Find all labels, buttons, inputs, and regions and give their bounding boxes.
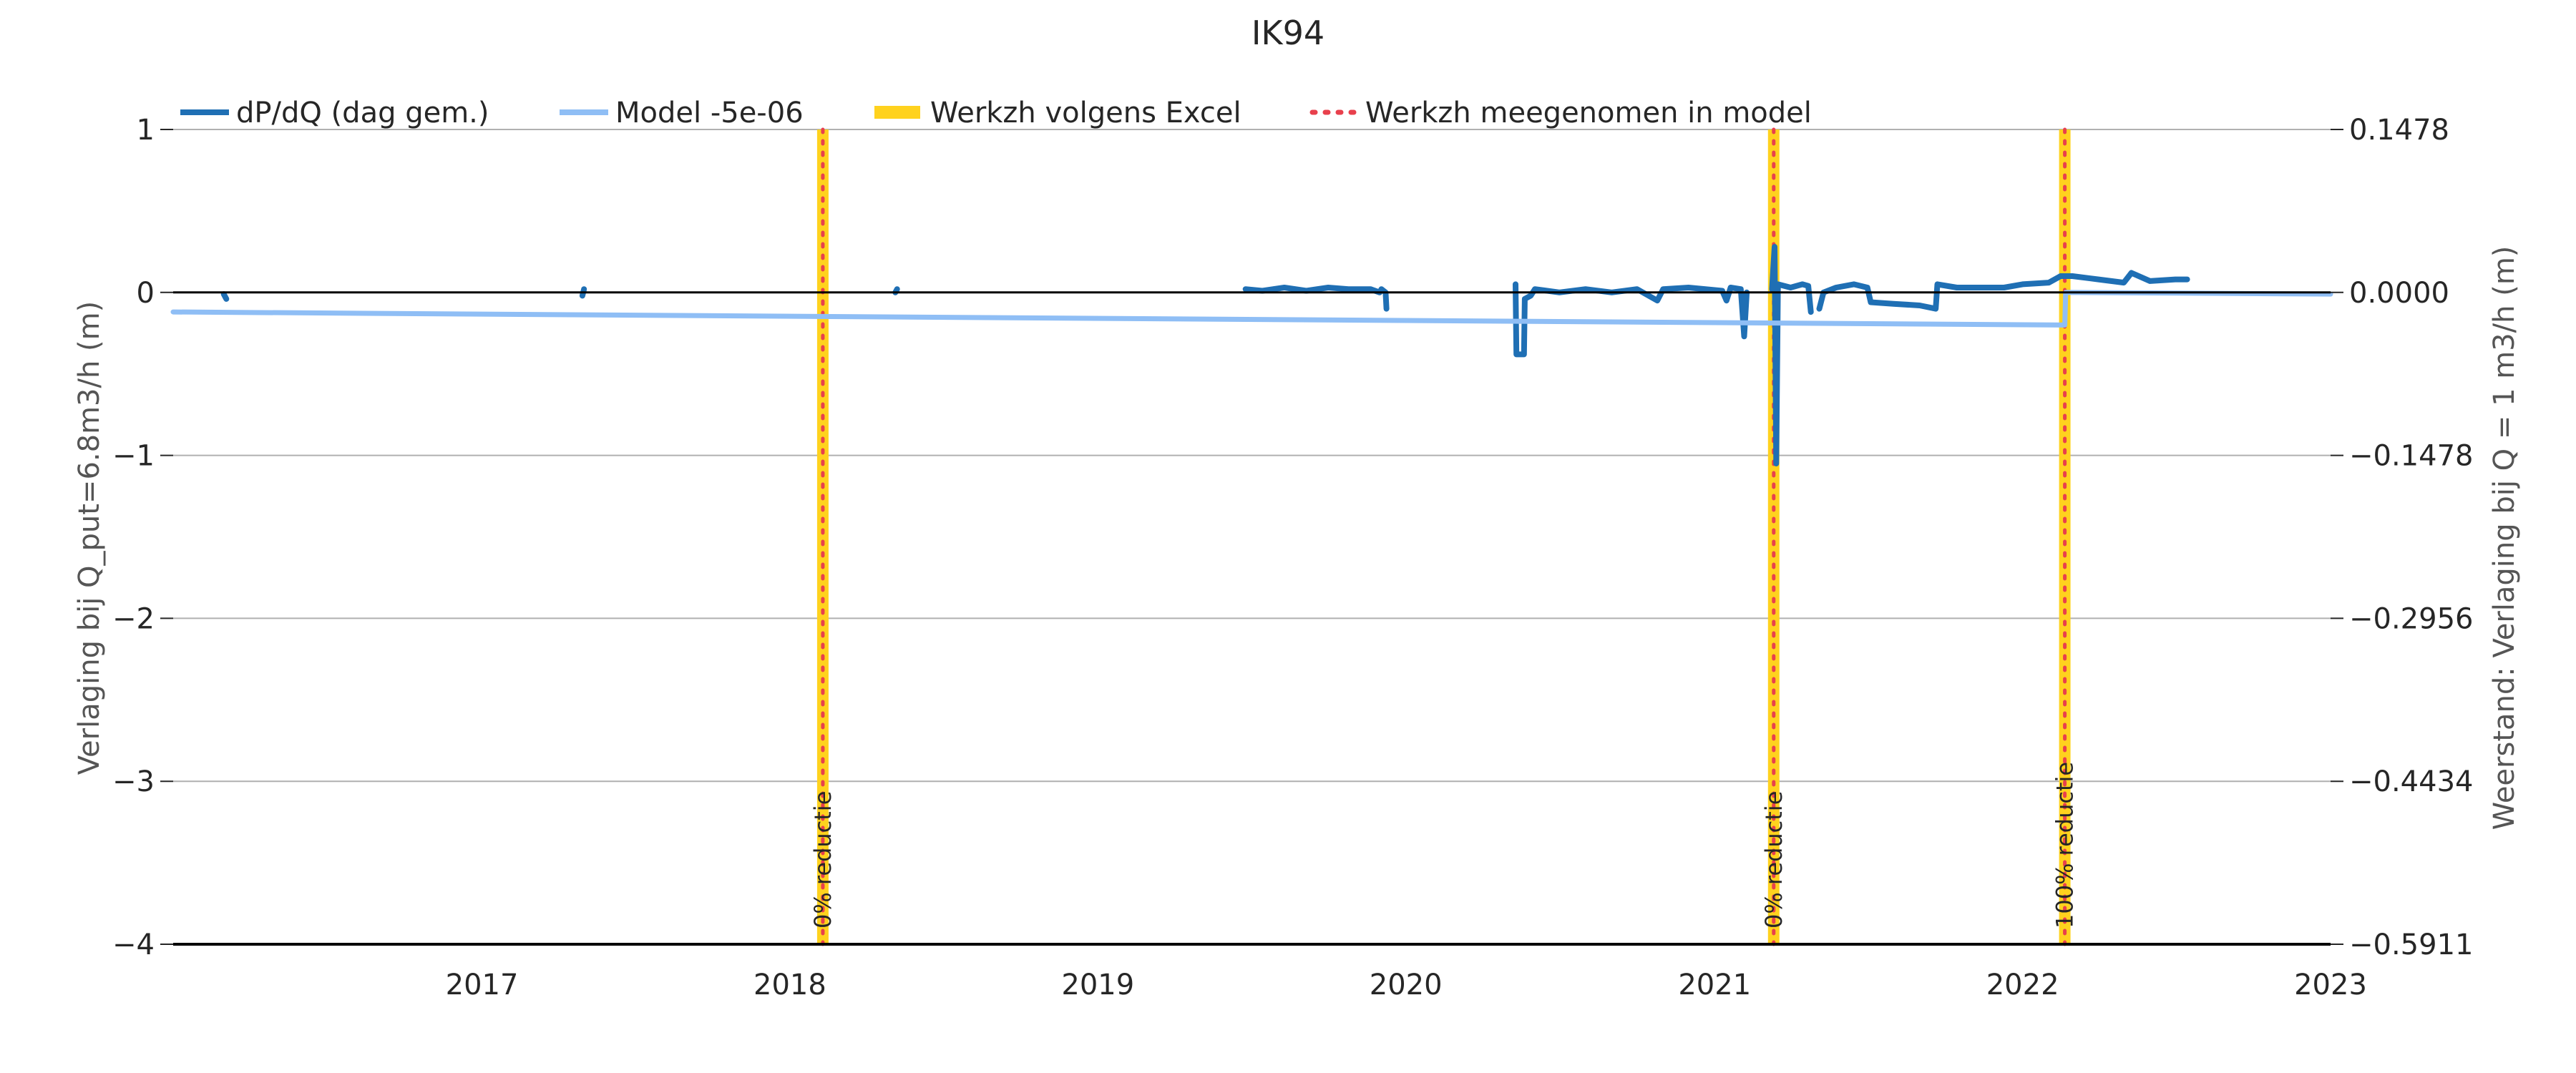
grid-layer [173,129,2331,783]
legend-swatch [874,106,920,119]
y-tick-label-left: 1 [137,114,155,147]
y-tick-label-left: 0 [137,277,155,310]
y-axis-label-right: Weerstand: Verlaging bij Q = 1 m3/h (m) [2488,246,2521,831]
x-tick-label: 2017 [446,969,519,1001]
y-tick-label-left: −1 [112,440,155,473]
x-tick-label: 2021 [1678,969,1751,1001]
y-tick-label-right: −0.1478 [2349,440,2473,473]
y-tick-label-left: −2 [112,602,155,635]
event-label: 0% reductie [809,791,836,929]
y-tick-label-right: 0.1478 [2349,114,2449,147]
y-axis-label-left: Verlaging bij Q_put=6.8m3/h (m) [73,301,106,775]
event-label: 0% reductie [1760,791,1787,929]
y-tick-label-right: 0.0000 [2349,277,2449,310]
legend-label: dP/dQ (dag gem.) [236,97,489,129]
legend-label: Model -5e-06 [615,97,804,129]
x-tick-label: 2020 [1370,969,1443,1001]
y-tick-label-right: −0.2956 [2349,602,2473,635]
x-tick-label: 2022 [1986,969,2059,1001]
series-line-dpdq [1769,244,1814,466]
y-tick-label-right: −0.5911 [2349,929,2473,961]
x-tick-label: 2019 [1061,969,1134,1001]
legend-label: Werkzh volgens Excel [930,97,1241,129]
x-tick-label: 2023 [2294,969,2367,1001]
chart-title: IK94 [1252,14,1324,52]
legend: dP/dQ (dag gem.) Model -5e-06 Werkzh volge… [180,97,1812,129]
series-line-dpdq [1242,285,1390,312]
x-tick-label: 2018 [753,969,826,1001]
y-tick-label-right: −0.4434 [2349,765,2473,798]
series-line-model [170,290,2333,328]
series-line-dpdq [1816,270,2190,312]
legend-label: Werkzh meegenomen in model [1365,97,1812,129]
y-tick-label-left: −3 [112,765,155,798]
event-bands: 0% reductie 0% reductie 100% reductie [809,127,2079,946]
series-line-dpdq [220,291,230,302]
axis-layer: 1 0 −1 −2 −3 −4 0.1478 0.0000 −0.1478 −0.2956 −0.4… [112,114,2473,1001]
event-band [816,129,829,944]
event-band [2059,129,2071,944]
series-line-dpdq [1513,281,1750,358]
y-tick-label-left: −4 [112,929,155,961]
series-layer [170,244,2333,466]
event-label: 100% reductie [2051,762,2079,929]
